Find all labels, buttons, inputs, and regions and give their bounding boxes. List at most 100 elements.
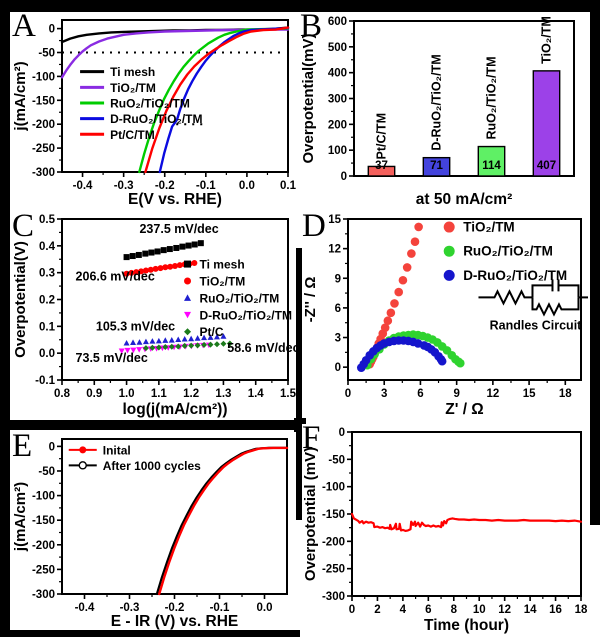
figure-frame-right (590, 0, 600, 525)
svg-text:0: 0 (335, 362, 341, 374)
svg-text:4: 4 (400, 604, 407, 616)
svg-text:-150: -150 (322, 509, 345, 521)
svg-text:Z' / Ω: Z' / Ω (445, 401, 484, 418)
panel-letter-f: F (302, 420, 321, 456)
svg-text:12: 12 (498, 604, 511, 616)
svg-text:Pt/C/TM: Pt/C/TM (110, 128, 155, 142)
svg-text:6: 6 (417, 388, 423, 400)
svg-text:0.5: 0.5 (39, 214, 56, 226)
svg-text:Ti mesh: Ti mesh (200, 258, 245, 272)
svg-text:TiO₂/TM: TiO₂/TM (463, 220, 515, 235)
svg-text:1.4: 1.4 (248, 388, 265, 400)
svg-text:18: 18 (575, 604, 588, 616)
svg-text:0: 0 (339, 427, 345, 439)
svg-text:RuO₂/TiO₂/TM: RuO₂/TiO₂/TM (110, 96, 190, 110)
svg-text:10: 10 (473, 604, 486, 616)
svg-text:0.1: 0.1 (280, 180, 296, 192)
svg-text:RuO₂/TiO₂/TM: RuO₂/TiO₂/TM (463, 244, 553, 259)
svg-text:Ti mesh: Ti mesh (110, 65, 155, 79)
panel-letter-b: B (300, 8, 323, 44)
svg-text:-300: -300 (32, 589, 55, 601)
svg-text:6: 6 (425, 604, 431, 616)
svg-text:1.1: 1.1 (151, 388, 168, 400)
svg-text:TiO₂/TM: TiO₂/TM (110, 81, 156, 95)
svg-text:407: 407 (537, 160, 556, 172)
svg-text:-100: -100 (322, 482, 345, 494)
svg-text:Time (hour): Time (hour) (424, 617, 509, 634)
svg-text:1.2: 1.2 (183, 388, 199, 400)
svg-text:at 50 mA/cm²: at 50 mA/cm² (416, 191, 512, 208)
svg-text:73.5 mV/dec: 73.5 mV/dec (76, 351, 148, 365)
svg-text:D-RuO₂/TiO₂/TM: D-RuO₂/TiO₂/TM (463, 268, 567, 283)
figure-divider-horizontal (0, 420, 300, 430)
svg-text:2: 2 (374, 604, 380, 616)
svg-text:-300: -300 (32, 167, 55, 179)
svg-text:12: 12 (486, 388, 499, 400)
svg-text:500: 500 (328, 42, 347, 54)
svg-text:-0.1: -0.1 (196, 180, 216, 192)
svg-text:105.3 mV/dec: 105.3 mV/dec (96, 319, 175, 333)
panel-a-chart: -0.4 -0.3 -0.2 -0.1 0.0 0.1 0 -50 -100 -150 -200 -2… (12, 19, 296, 208)
panel-e-chart: -0.4 -0.3 -0.2 -0.1 0.0 0 -50 -100 -150 -200 -250 -… (12, 438, 289, 630)
panel-letter-a: A (12, 8, 36, 44)
svg-text:300: 300 (328, 94, 347, 106)
svg-text:0.3: 0.3 (39, 268, 55, 280)
panel-f-chart: 0 2 4 6 8 10 12 14 16 18 0 -50 -100 -150 -200 -250 -300 T… (302, 427, 588, 634)
svg-text:1.5: 1.5 (280, 388, 296, 400)
svg-text:0.4: 0.4 (39, 241, 56, 253)
svg-text:-150: -150 (32, 515, 55, 527)
svg-text:-0.1: -0.1 (35, 375, 55, 387)
svg-text:8: 8 (451, 604, 458, 616)
figure-frame-top (0, 0, 600, 12)
svg-text:-0.2: -0.2 (165, 602, 185, 614)
svg-text:-0.3: -0.3 (114, 180, 134, 192)
svg-text:200: 200 (328, 119, 347, 131)
svg-text:-200: -200 (322, 536, 345, 548)
figure-frame-bottom-left (0, 630, 300, 637)
svg-text:-100: -100 (32, 71, 55, 83)
svg-text:600: 600 (328, 16, 347, 28)
figure-frame-left (0, 0, 10, 637)
randles-circuit-icon: Randles Circuit (478, 279, 588, 332)
panel-letter-c: C (12, 208, 35, 244)
svg-text:0.1: 0.1 (39, 321, 56, 333)
panel-b-chart: 0 100 200 300 400 500 600 at 50 mA/cm² Overpoten… (300, 16, 575, 208)
svg-text:D-RuO₂/TiO₂/TM: D-RuO₂/TiO₂/TM (430, 54, 444, 150)
svg-text:0: 0 (49, 24, 55, 36)
svg-text:71: 71 (430, 160, 443, 172)
svg-text:-250: -250 (32, 564, 55, 576)
svg-text:j(mA/cm²): j(mA/cm²) (12, 482, 29, 552)
svg-text:3: 3 (381, 388, 387, 400)
svg-text:15: 15 (328, 214, 341, 226)
panel-e-stability-lsv: E -0.4 -0.3 -0.2 -0.1 0.0 0 -50 -100 -150 -200 -25… (12, 428, 296, 630)
svg-text:3: 3 (335, 333, 341, 345)
svg-text:Inital: Inital (103, 443, 131, 457)
svg-text:14: 14 (524, 604, 537, 616)
svg-text:Overpotential (mV): Overpotential (mV) (302, 447, 319, 581)
svg-text:j(mA/cm²): j(mA/cm²) (12, 61, 29, 131)
svg-text:0.0: 0.0 (39, 348, 55, 360)
svg-text:400: 400 (328, 68, 347, 80)
svg-text:-200: -200 (32, 540, 55, 552)
svg-text:9: 9 (453, 388, 459, 400)
svg-text:-0.3: -0.3 (120, 602, 140, 614)
svg-text:0: 0 (341, 171, 347, 183)
panel-a-lsv: A -0.4 -0.3 -0.2 -0.1 0.0 0.1 0 -50 -100 -150 -200… (12, 8, 296, 208)
svg-text:0.0: 0.0 (239, 180, 255, 192)
svg-text:E(V vs. RHE): E(V vs. RHE) (128, 191, 222, 208)
svg-text:1.0: 1.0 (119, 388, 135, 400)
svg-text:58.6 mV/dec: 58.6 mV/dec (227, 341, 296, 355)
svg-text:18: 18 (559, 388, 572, 400)
svg-text:Overpotential(mV): Overpotential(mV) (300, 33, 317, 163)
panel-f-chronopotentiometry: F 0 2 4 6 8 10 12 14 16 18 0 -50 -100 -150 -200 -250 -30… (302, 420, 588, 634)
svg-text:206.6 mV/dec: 206.6 mV/dec (76, 270, 155, 284)
svg-text:-100: -100 (32, 491, 55, 503)
svg-text:-0.1: -0.1 (210, 602, 230, 614)
svg-text:After 1000 cycles: After 1000 cycles (103, 459, 201, 473)
svg-text:15: 15 (523, 388, 536, 400)
panel-c-chart: 0.8 0.9 1.0 1.1 1.2 1.3 1.4 1.5 -0.1 0.0 0.1 0.2 0.3… (12, 214, 296, 418)
svg-text:6: 6 (335, 303, 341, 315)
svg-text:237.5 mV/dec: 237.5 mV/dec (139, 222, 218, 236)
svg-text:0.8: 0.8 (54, 388, 71, 400)
panel-d-chart: 0 3 6 9 12 15 18 0 3 6 9 12 15 Z' / Ω -Z'' / Ω TiO₂/TM R… (302, 214, 588, 418)
